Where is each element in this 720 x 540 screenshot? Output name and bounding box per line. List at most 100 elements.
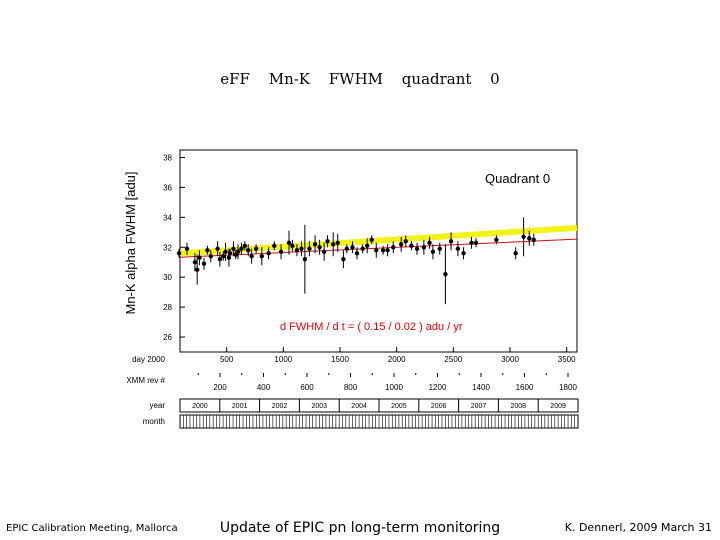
data-point bbox=[365, 243, 370, 248]
x-rev-tick-label: 600 bbox=[300, 383, 314, 392]
data-point bbox=[233, 252, 238, 257]
data-point bbox=[391, 245, 396, 250]
data-point bbox=[249, 254, 254, 259]
x-year-tick-label: 2001 bbox=[232, 403, 248, 410]
x-rev-tick-label: 800 bbox=[344, 383, 358, 392]
y-axis-label: Mn-K alpha FWHM [adu] bbox=[123, 171, 138, 314]
x-axis-day: day 2000 500 1000 1500 2000 2500 3000 3500 bbox=[132, 347, 576, 364]
data-point bbox=[235, 249, 241, 254]
data-point bbox=[354, 251, 360, 256]
data-point bbox=[217, 257, 223, 262]
y-tick-label: 28 bbox=[163, 303, 172, 312]
data-point bbox=[242, 243, 247, 248]
x-rev-tick-label: 1600 bbox=[516, 383, 534, 392]
data-point bbox=[521, 234, 526, 239]
data-point bbox=[331, 242, 336, 247]
x-rev-tick-label: 1400 bbox=[472, 383, 490, 392]
data-point bbox=[176, 251, 182, 256]
data-point bbox=[350, 245, 355, 250]
data-point bbox=[427, 240, 432, 245]
data-point bbox=[294, 248, 300, 253]
x-day-tick-label: 1500 bbox=[331, 355, 349, 364]
footer-center: Update of EPIC pn long-term monitoring bbox=[219, 520, 501, 536]
x-axis-year: year 2000 2001 2002 2003 2004 2005 2006 2007 2008… bbox=[149, 398, 579, 413]
x-rev-axis-label: XMM rev # bbox=[126, 376, 165, 385]
data-point bbox=[385, 248, 390, 253]
fit-annotation: d FWHM / d t = ( 0.15 / 0.02 ) adu / yr bbox=[280, 321, 463, 333]
data-point bbox=[259, 254, 264, 259]
x-rev-tick-label: 400 bbox=[257, 383, 271, 392]
data-point bbox=[321, 249, 327, 254]
x-year-tick-label: 2006 bbox=[431, 403, 447, 410]
x-year-tick-label: 2009 bbox=[550, 403, 566, 410]
data-point bbox=[399, 242, 404, 247]
data-points bbox=[176, 217, 536, 305]
x-rev-tick-label: 1800 bbox=[559, 383, 577, 392]
data-point bbox=[195, 267, 200, 272]
data-point bbox=[344, 246, 349, 251]
y-tick-label: 38 bbox=[163, 153, 172, 162]
x-year-tick-label: 2002 bbox=[272, 403, 288, 410]
data-point bbox=[494, 237, 499, 242]
data-point bbox=[227, 251, 233, 256]
x-rev-tick-label: 1200 bbox=[429, 383, 447, 392]
data-point bbox=[461, 251, 466, 256]
data-point bbox=[290, 243, 295, 248]
data-point bbox=[531, 237, 536, 242]
data-point bbox=[335, 240, 340, 245]
x-day-axis-label: day 2000 bbox=[132, 355, 165, 364]
data-point bbox=[341, 257, 346, 262]
data-point bbox=[192, 260, 198, 265]
footer-right: K. Dennerl, 2009 March 31 bbox=[564, 521, 712, 534]
data-point bbox=[205, 248, 210, 253]
x-year-tick-label: 2000 bbox=[192, 403, 208, 410]
x-axis-month: month bbox=[143, 414, 579, 429]
data-point bbox=[312, 242, 318, 247]
data-point bbox=[197, 255, 202, 260]
data-point bbox=[201, 261, 207, 266]
x-day-tick-label: 2500 bbox=[444, 355, 462, 364]
x-rev-tick-label: 200 bbox=[213, 383, 227, 392]
x-month-axis-label: month bbox=[143, 417, 165, 426]
data-point bbox=[299, 246, 304, 251]
y-tick-label: 36 bbox=[163, 183, 172, 192]
data-point bbox=[360, 246, 365, 251]
x-year-tick-label: 2003 bbox=[312, 403, 328, 410]
x-day-tick-label: 3000 bbox=[501, 355, 519, 364]
data-point bbox=[208, 254, 213, 259]
data-point bbox=[221, 254, 226, 259]
data-point bbox=[317, 245, 322, 250]
x-day-tick-label: 1000 bbox=[274, 355, 292, 364]
data-point bbox=[325, 239, 330, 244]
data-point bbox=[278, 249, 284, 254]
slide-title: eFF Mn-K FWHM quadrant 0 bbox=[220, 70, 500, 88]
data-point bbox=[239, 246, 244, 251]
data-point bbox=[184, 246, 190, 251]
data-point bbox=[430, 249, 436, 254]
data-point bbox=[231, 246, 236, 251]
data-point bbox=[253, 246, 259, 251]
data-point bbox=[527, 236, 532, 241]
data-point bbox=[448, 239, 454, 244]
data-point bbox=[443, 271, 448, 277]
data-point bbox=[266, 251, 271, 256]
y-tick-label: 32 bbox=[163, 243, 172, 252]
data-point bbox=[437, 246, 442, 251]
x-day-tick-label: 3500 bbox=[558, 355, 576, 364]
data-point bbox=[409, 243, 414, 248]
data-point bbox=[421, 245, 427, 250]
quadrant-label: Quadrant 0 bbox=[485, 171, 550, 186]
x-year-tick-label: 2007 bbox=[471, 403, 487, 410]
data-point bbox=[414, 246, 420, 251]
y-tick-label: 26 bbox=[163, 333, 172, 342]
data-point bbox=[272, 243, 277, 248]
footer-left: EPIC Calibration Meeting, Mallorca bbox=[6, 523, 178, 534]
data-point bbox=[307, 246, 312, 251]
x-day-tick-label: 2000 bbox=[388, 355, 406, 364]
data-point bbox=[513, 251, 518, 256]
y-tick-label: 30 bbox=[163, 273, 172, 282]
data-point bbox=[369, 237, 374, 242]
x-year-tick-label: 2005 bbox=[391, 403, 407, 410]
data-point bbox=[469, 240, 474, 245]
